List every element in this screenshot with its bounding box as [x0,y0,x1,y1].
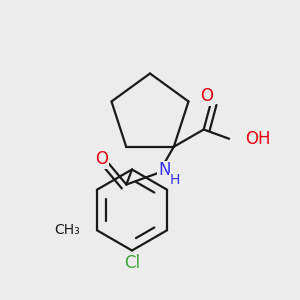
Text: Cl: Cl [124,254,140,272]
Text: CH₃: CH₃ [55,223,80,237]
Text: O: O [95,150,108,168]
Text: N: N [158,161,170,179]
Text: OH: OH [246,130,271,148]
Text: O: O [200,87,213,105]
Text: H: H [170,173,181,187]
